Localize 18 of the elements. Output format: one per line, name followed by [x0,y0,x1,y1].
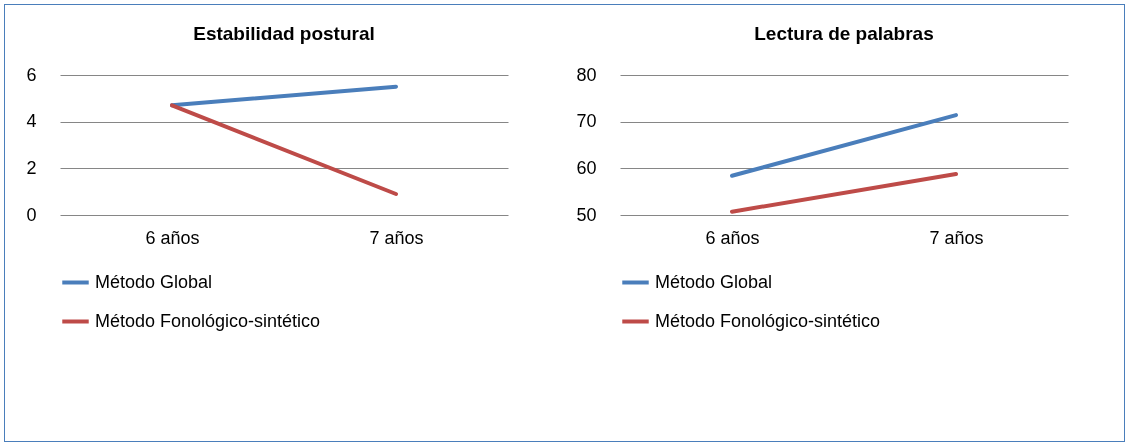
x-tick-label: 6 años [705,227,760,248]
legend-label: Método Fonológico-sintético [655,310,881,331]
y-tick-label: 6 [26,64,37,85]
y-tick-label: 0 [26,204,37,225]
y-tick-label: 80 [576,64,597,85]
y-tick-label: 60 [576,157,597,178]
x-tick-label: 6 años [145,227,200,248]
y-tick-label: 70 [576,111,597,132]
legend-label: Método Fonológico-sintético [95,310,321,331]
x-tick-label: 7 años [929,227,984,248]
legend-label: Método Global [95,271,213,292]
y-tick-label: 50 [576,204,597,225]
chart-title: Lectura de palabras [754,23,934,44]
legend-label: Método Global [655,271,773,292]
chart-title: Estabilidad postural [193,23,375,44]
x-tick-label: 7 años [369,227,424,248]
y-tick-label: 4 [26,111,37,132]
y-tick-label: 2 [26,157,37,178]
